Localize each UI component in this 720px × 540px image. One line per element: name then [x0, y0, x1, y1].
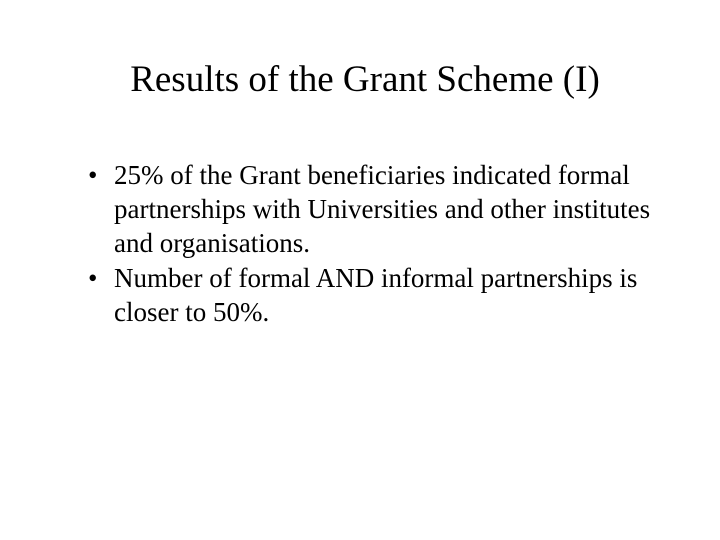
list-item: Number of formal AND informal partnershi…: [88, 262, 660, 330]
slide-title: Results of the Grant Scheme (I): [70, 58, 660, 101]
slide-container: Results of the Grant Scheme (I) 25% of t…: [0, 0, 720, 540]
bullet-list: 25% of the Grant beneficiaries indicated…: [70, 159, 660, 330]
list-item: 25% of the Grant beneficiaries indicated…: [88, 159, 660, 260]
